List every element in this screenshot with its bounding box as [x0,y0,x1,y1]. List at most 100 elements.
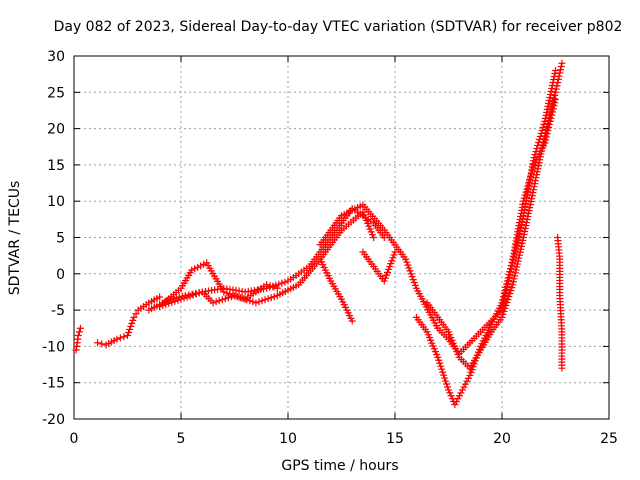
data-point [524,213,532,221]
x-axis-label: GPS time / hours [281,458,398,474]
y-tick-label: 20 [47,122,65,138]
data-point [536,132,544,140]
data-point [554,79,562,87]
data-point [438,365,446,373]
data-point [556,69,564,77]
data-point [536,153,544,161]
x-tick-label: 20 [493,431,511,447]
data-point [552,85,560,93]
data-point [526,201,534,209]
data-point [527,173,535,181]
data-point [548,84,556,92]
data-point [546,90,554,98]
data-point [177,295,185,303]
data-point [528,192,536,200]
data-point [525,207,533,215]
data-point [125,328,133,336]
y-axis-label: SDTVAR / TECUs [7,181,23,296]
data-point [120,333,128,341]
data-point [541,132,549,140]
data-point [551,91,559,99]
data-point [557,62,565,70]
x-tick-label: 10 [279,431,297,447]
data-point [533,168,541,176]
series-start [72,324,84,354]
x-tick-label: 25 [600,431,618,447]
data-point [558,59,566,67]
y-tick-label: 10 [47,194,65,210]
data-point [436,359,444,367]
data-point [75,328,83,336]
data-point [527,170,535,178]
data-point [547,87,555,95]
data-point [531,180,539,188]
data-point [226,290,234,298]
data-point [506,290,514,298]
data-point [501,304,509,312]
data-point [519,234,527,241]
data-point [113,335,121,343]
data-point [554,75,562,83]
data-point [524,182,532,190]
series-early [94,293,164,349]
data-point [502,283,510,291]
y-tick-label: 0 [56,267,65,283]
data-point [553,82,561,90]
data-point [526,176,534,184]
data-point [558,364,566,372]
data-point [505,271,513,279]
data-point [129,316,137,324]
data-point [518,239,526,247]
data-point [74,332,82,340]
data-point [514,257,522,265]
data-point [443,380,451,388]
data-point [189,291,197,299]
data-point [522,188,530,196]
data-point [528,167,536,175]
data-point [232,292,240,300]
data-point [522,222,530,230]
data-point [263,281,271,289]
data-point [510,275,518,283]
data-point [126,325,134,333]
data-point [540,138,548,146]
data-point [504,296,512,304]
data-point [498,313,506,321]
data-point [513,260,521,268]
data-point [524,210,532,218]
data-point [437,362,445,370]
data-point [191,265,199,273]
data-point [513,263,521,271]
data-point [535,159,543,167]
data-point [440,371,448,379]
data-point [252,299,260,307]
data-point [506,265,514,273]
data-point [516,248,524,256]
data-point [348,317,356,325]
data-point [543,123,551,131]
data-point [98,340,106,348]
data-point [556,66,564,74]
data-point [156,293,164,301]
data-point [435,356,443,364]
series-right-cluster [554,234,566,372]
data-point [505,293,513,301]
data-point [506,268,514,276]
data-point [264,295,272,303]
data-point [523,219,531,227]
data-point [444,383,452,391]
data-point [530,183,538,191]
data-point [370,234,378,241]
data-point [275,280,283,288]
data-point [545,113,553,121]
data-point [500,307,508,315]
data-point [545,96,553,104]
series-arc-4 [316,255,356,325]
data-point [116,334,124,342]
data-point [515,251,523,259]
data-point [548,101,556,109]
y-tick-label: 5 [56,231,65,247]
data-point [544,102,552,110]
axis-ticks: 0 5 10 15 20 25 -20 -15 -10 -5 0 5 10 15 20 25 30 [42,49,618,447]
series-arc-3 [160,259,281,307]
